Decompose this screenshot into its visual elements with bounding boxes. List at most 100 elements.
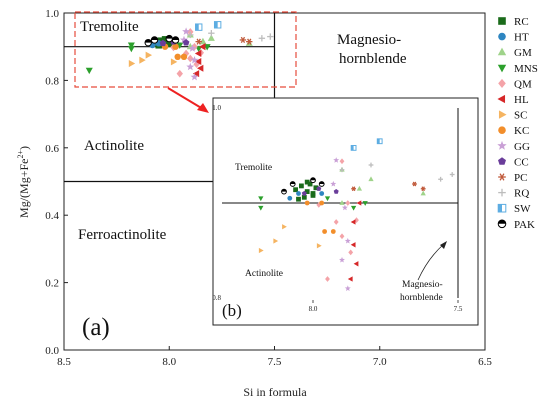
inset-point-qm: [345, 200, 351, 206]
legend-marker-mns: [497, 64, 507, 73]
data-point-qm: [182, 49, 190, 58]
data-point-sc: [128, 60, 136, 68]
data-point-mns: [176, 42, 184, 49]
inset-point-hl: [353, 261, 359, 267]
legend-label: GM: [514, 47, 532, 59]
x-tick-label: 7.5: [268, 356, 282, 368]
inset-point-sw: [350, 145, 357, 151]
inset-point-rc: [293, 187, 298, 193]
legend-marker-kc: [498, 126, 506, 134]
x-tick-label: 6.5: [478, 356, 492, 368]
inset-point-qm: [339, 233, 345, 240]
legend-label: SC: [514, 110, 527, 122]
inset-point-mns: [258, 205, 264, 211]
inset-x-tick-label: 8.0: [309, 305, 318, 313]
inset-point-rc: [296, 196, 301, 202]
inset-point-rq: [368, 162, 374, 168]
data-point-sw: [213, 21, 222, 29]
inset-point-rc: [301, 194, 307, 200]
inset-field-label-magnesio-2: hornblende: [400, 293, 443, 303]
inset-point-rc: [304, 189, 310, 194]
inset-point-rq: [449, 172, 455, 177]
data-point-gg: [188, 44, 197, 52]
data-point-rc: [161, 36, 169, 43]
y-tick-label: 0.8: [45, 75, 59, 87]
inset-pointer-arrowhead: [440, 241, 447, 249]
legend-label: MNS: [514, 63, 538, 75]
legend-label: SW: [514, 203, 531, 215]
legend-item-gg: GG: [497, 141, 530, 153]
legend-item-ht: HT: [498, 32, 529, 44]
data-point-mns: [85, 67, 93, 75]
x-tick-label: 8.5: [57, 356, 71, 368]
inset-point-gg: [339, 256, 345, 263]
highlight-arrowhead: [197, 103, 209, 113]
data-point-kc: [172, 43, 179, 50]
data-point-pc: [195, 38, 202, 45]
x-axis-label: Si in formula: [243, 385, 307, 399]
inset-field-label-actinolite: Actinolite: [245, 269, 283, 279]
field-label-tremolite: Tremolite: [80, 19, 139, 35]
x-tick-label: 7.0: [373, 356, 387, 368]
legend-item-hl: HL: [497, 94, 529, 106]
legend-marker-gg: [497, 140, 507, 150]
inset-point-pak: [289, 181, 296, 187]
data-point-pak: [144, 38, 152, 47]
data-point-mns: [127, 45, 135, 53]
data-point-gm: [199, 37, 207, 45]
data-point-rc: [157, 37, 165, 44]
legend-marker-rc: [498, 17, 506, 25]
legend-item-pc: PC: [498, 172, 527, 184]
inset-point-kc: [330, 229, 336, 234]
legend-marker-qm: [498, 78, 506, 88]
data-point-mns: [127, 42, 135, 49]
data-point-rq: [187, 31, 194, 39]
data-point-pak: [171, 36, 180, 44]
legend-item-rq: RQ: [498, 188, 529, 200]
data-point-sc: [145, 51, 153, 59]
legend-marker-rq: [498, 188, 506, 197]
legend-item-cc: CC: [498, 156, 529, 168]
legend-marker-ht: [498, 32, 506, 41]
inset-point-qm: [339, 158, 345, 165]
data-point-hl: [194, 49, 202, 57]
inset-point-gg: [341, 204, 348, 211]
data-point-qm: [187, 54, 194, 63]
inset-point-ht: [287, 195, 293, 201]
inset-point-mns: [258, 196, 264, 202]
inset-point-rc: [299, 183, 304, 189]
field-label-actinolite: Actinolite: [84, 138, 144, 154]
data-point-gg: [182, 27, 191, 35]
legend-item-kc: KC: [498, 125, 529, 137]
inset-field-label-magnesio-1: Magnesio-: [402, 280, 443, 290]
data-point-hl: [194, 58, 202, 66]
data-point-pc: [246, 38, 253, 45]
inset-point-kc: [322, 229, 327, 234]
inset-point-gg: [344, 237, 351, 244]
legend-marker-sc: [498, 110, 507, 119]
legend-item-gm: GM: [497, 47, 532, 59]
inset-point-qm: [325, 276, 330, 282]
data-point-rq: [258, 35, 266, 42]
inset-point-rc: [304, 179, 310, 185]
inset-point-sc: [316, 243, 322, 249]
inset-point-cc: [301, 190, 307, 196]
inset-x-tick-label: 7.5: [454, 305, 463, 313]
inset-point-kc: [319, 200, 325, 206]
inset-point-ht: [319, 191, 325, 196]
data-point-sc: [170, 58, 178, 66]
y-tick-label: 0.6: [45, 143, 59, 155]
inset-point-sc: [273, 238, 279, 244]
y-tick-label: 0.4: [45, 210, 59, 222]
highlight-box: [74, 11, 297, 88]
y-tick-label: 0.0: [45, 345, 59, 357]
legend-marker-cc: [498, 157, 506, 165]
data-point-rq: [267, 33, 274, 40]
inset-point-mns: [362, 201, 368, 206]
inset-point-cc: [316, 186, 322, 191]
legend-label: QM: [514, 78, 532, 90]
inset-point-kc: [304, 200, 310, 206]
inset-point-gm: [368, 176, 374, 182]
inset-point-hl: [350, 219, 356, 225]
